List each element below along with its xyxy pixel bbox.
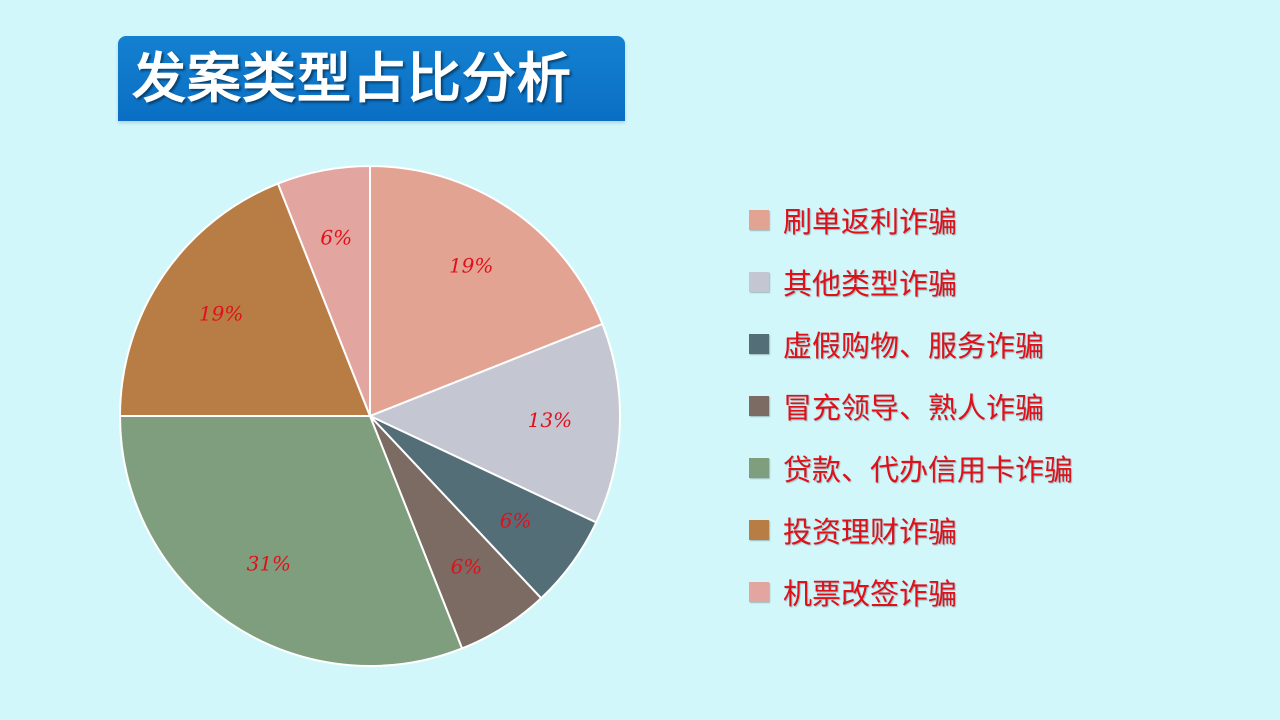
legend-label: 冒充领导、熟人诈骗 [783,391,1045,425]
legend-label: 刷单返利诈骗 [783,205,958,239]
legend-swatch [749,520,769,540]
pie-slice-2 [367,322,621,524]
pie-slice-1 [369,164,604,418]
pie-slice-label-2: 13% [528,408,572,432]
legend-item: 虚假购物、服务诈骗 [749,324,1044,364]
pie-slice-label-6: 19% [199,301,243,325]
pie-slice-label-5: 31% [247,551,291,575]
legend-label: 机票改签诈骗 [783,577,958,611]
legend-item: 贷款、代办信用卡诈骗 [749,448,1073,488]
legend-swatch [749,272,769,292]
pie-slice-5 [118,415,464,667]
pie-slice-label-1: 19% [449,254,493,278]
legend-label: 贷款、代办信用卡诈骗 [783,453,1074,487]
legend-item: 冒充领导、熟人诈骗 [749,386,1044,426]
pie-slice-6 [118,182,372,417]
legend-label: 虚假购物、服务诈骗 [783,329,1045,363]
pie-slice-label-7: 6% [320,226,352,250]
legend-label: 其他类型诈骗 [783,267,958,301]
legend-label: 投资理财诈骗 [783,515,958,549]
legend-swatch [749,396,769,416]
legend-swatch [749,458,769,478]
pie-slice-label-4: 6% [451,554,483,578]
title-banner: 发案类型占比分析 [118,36,625,121]
legend-item: 其他类型诈骗 [749,262,957,302]
legend-swatch [749,334,769,354]
page-title: 发案类型占比分析 [132,47,572,110]
pie-slice-label-3: 6% [500,508,532,532]
legend-swatch [749,582,769,602]
pie-slice-7 [276,164,371,417]
legend-swatch [749,210,769,230]
legend-item: 刷单返利诈骗 [749,200,957,240]
legend-item: 机票改签诈骗 [749,572,957,612]
legend-item: 投资理财诈骗 [749,510,957,550]
